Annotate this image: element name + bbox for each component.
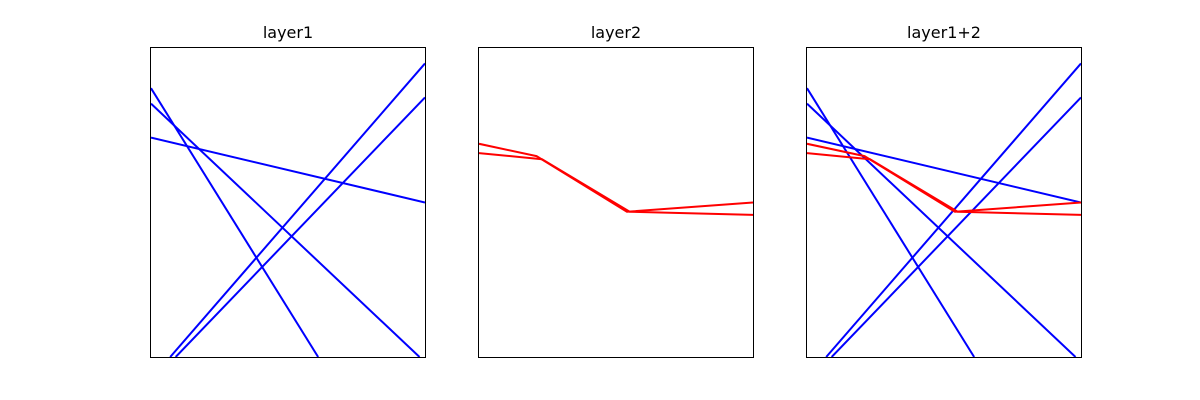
axes-frame — [478, 47, 754, 358]
line-1 — [807, 102, 1077, 357]
axes-frame — [150, 47, 426, 358]
line-0 — [807, 87, 975, 357]
line-0 — [479, 142, 753, 213]
panel-layer1-2: layer1+2 — [806, 22, 1082, 358]
panel-layer1: layer1 — [150, 22, 426, 358]
axes-frame — [806, 47, 1082, 358]
line-1 — [151, 102, 421, 357]
line-6 — [807, 152, 1081, 216]
lines-group — [151, 62, 425, 357]
line-0 — [151, 87, 319, 357]
panel-title: layer1 — [262, 23, 314, 42]
line-4 — [830, 96, 1081, 357]
line-4 — [174, 96, 425, 357]
panel-layer2: layer2 — [478, 22, 754, 358]
plot-area-layer2 — [478, 47, 754, 358]
plot-area-layer1-2 — [806, 47, 1082, 358]
panel-title: layer1+2 — [907, 23, 981, 42]
panel-title: layer2 — [590, 23, 642, 42]
line-2 — [151, 136, 425, 204]
line-3 — [169, 62, 425, 357]
plot-area-layer1 — [150, 47, 426, 358]
lines-group — [807, 62, 1081, 357]
line-1 — [479, 152, 753, 216]
lines-group — [479, 142, 753, 216]
line-2 — [807, 136, 1081, 204]
